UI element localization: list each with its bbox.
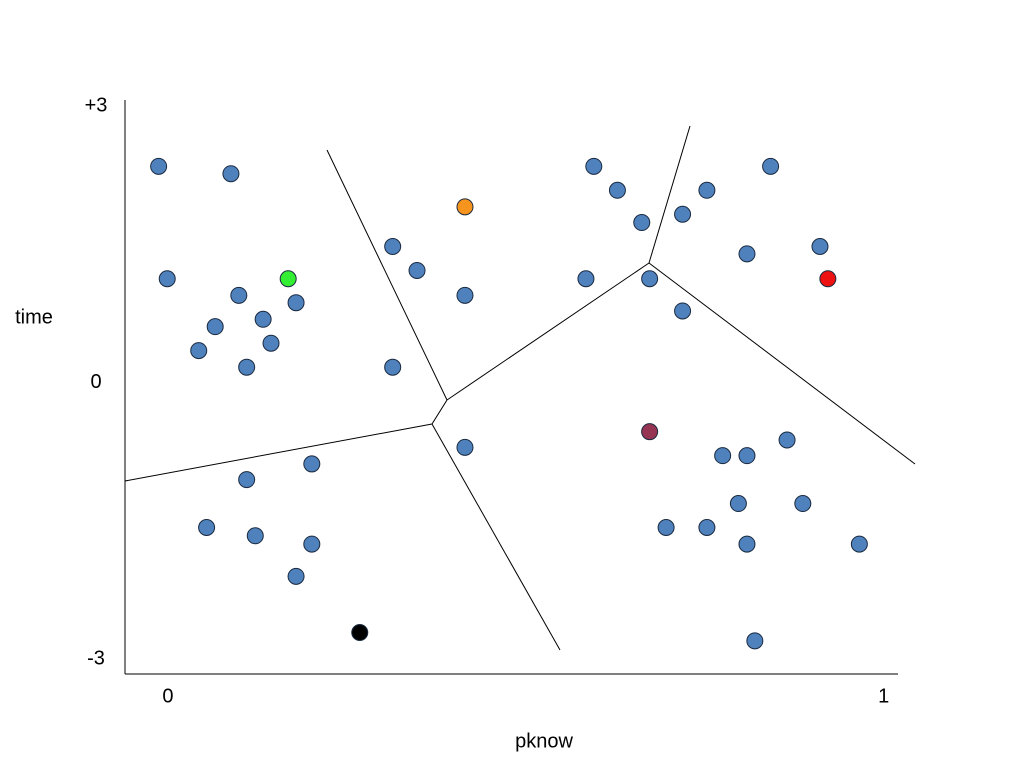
edge: [124, 423, 433, 482]
point: [158, 270, 176, 288]
point: [729, 495, 747, 513]
point: [351, 624, 369, 642]
point: [698, 519, 716, 537]
y-tick-label: -3: [87, 648, 105, 670]
point: [150, 157, 168, 175]
point: [746, 632, 764, 650]
x-tick-label: 1: [878, 685, 889, 707]
point: [850, 535, 868, 553]
point: [287, 567, 305, 585]
point: [456, 198, 474, 216]
point: [287, 294, 305, 312]
point: [384, 358, 402, 376]
point: [206, 318, 224, 336]
point: [303, 535, 321, 553]
point: [641, 270, 659, 288]
point: [811, 237, 829, 255]
point: [714, 447, 732, 465]
point: [641, 423, 659, 441]
point: [633, 214, 651, 232]
point: [738, 535, 756, 553]
point: [608, 181, 626, 199]
point: [778, 431, 796, 449]
point: [674, 205, 692, 223]
point: [674, 302, 692, 320]
point: [456, 438, 474, 456]
y-tick-label: +3: [85, 95, 108, 117]
y-axis-label: time: [15, 306, 53, 328]
point: [190, 342, 208, 360]
point: [762, 157, 780, 175]
edge: [648, 125, 691, 264]
x-axis-label: pknow: [515, 730, 573, 752]
point: [238, 471, 256, 489]
point: [657, 519, 675, 537]
point: [222, 165, 240, 183]
edge: [431, 399, 448, 425]
point: [384, 237, 402, 255]
point: [254, 310, 272, 328]
point: [794, 495, 812, 513]
edge: [326, 149, 448, 401]
point: [585, 157, 603, 175]
point: [198, 519, 216, 537]
point: [408, 261, 426, 279]
point: [279, 270, 297, 288]
point: [819, 270, 837, 288]
point: [738, 447, 756, 465]
point: [262, 334, 280, 352]
voronoi-edges: [124, 125, 916, 651]
edge: [648, 262, 916, 465]
point: [738, 245, 756, 263]
point: [238, 358, 256, 376]
point: [456, 286, 474, 304]
edge: [431, 423, 561, 651]
edge: [446, 262, 650, 401]
point: [230, 286, 248, 304]
x-tick-label: 0: [162, 685, 173, 707]
y-tick-label: 0: [90, 371, 101, 393]
point: [577, 270, 595, 288]
point: [246, 527, 264, 545]
point: [698, 181, 716, 199]
point: [303, 455, 321, 473]
